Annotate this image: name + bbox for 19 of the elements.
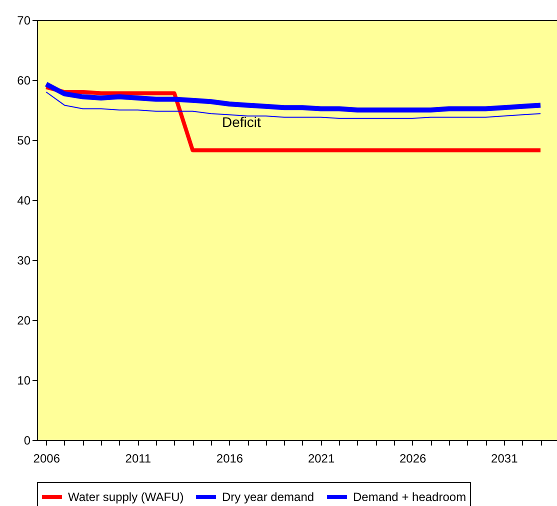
y-tick-label: 60	[17, 74, 31, 88]
x-tick-label: 2031	[491, 452, 518, 466]
annotation: Deficit	[222, 114, 262, 130]
legend-label: Dry year demand	[222, 490, 314, 504]
x-tick-label: 2026	[400, 452, 427, 466]
line-series	[44, 85, 543, 152]
x-tick-label: 2016	[216, 452, 244, 466]
x-tick-label: 2021	[308, 452, 335, 466]
y-tick-label: 30	[17, 254, 31, 268]
x-tick-label: 2011	[125, 452, 152, 466]
legend-label: Water supply (WAFU)	[68, 490, 184, 504]
y-tick-label: 70	[17, 14, 31, 28]
y-tick-label: 40	[17, 194, 31, 208]
y-tick-label: 0	[24, 434, 31, 448]
y-tick-label: 50	[17, 134, 31, 148]
legend-label: Demand + headroom	[353, 490, 466, 504]
x-tick-label: 2006	[33, 452, 60, 466]
y-tick-label: 10	[17, 374, 31, 388]
y-tick-label: 20	[17, 314, 31, 328]
